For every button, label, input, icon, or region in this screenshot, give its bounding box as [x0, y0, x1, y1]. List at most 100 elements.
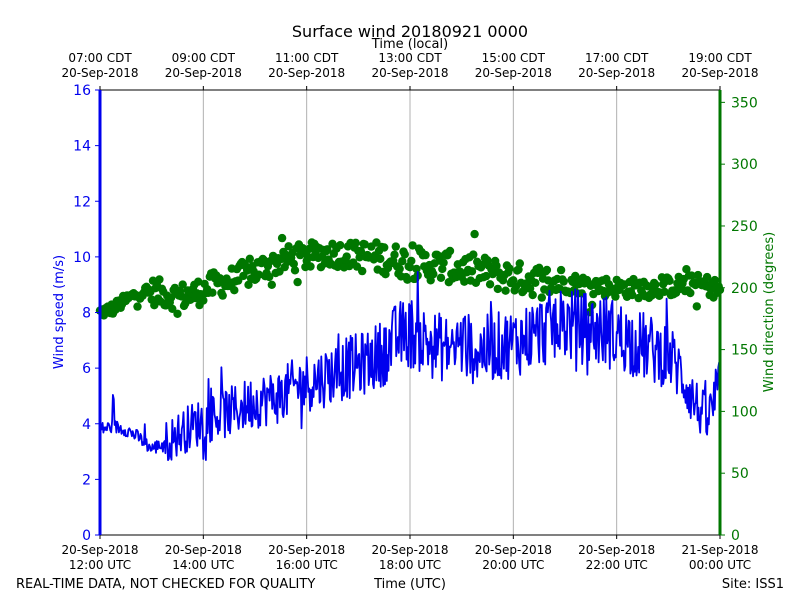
direction-point	[509, 276, 518, 285]
right-tick-label: 200	[731, 281, 758, 297]
direction-point	[323, 245, 332, 254]
top-tick-label: 20-Sep-2018	[475, 66, 552, 80]
direction-point	[150, 301, 159, 310]
direction-point	[218, 291, 227, 300]
left-tick-label: 6	[82, 361, 91, 377]
direction-point	[376, 254, 385, 263]
speed-series	[99, 271, 721, 461]
x-tick-label: 20-Sep-2018	[371, 543, 448, 557]
left-tick-label: 8	[82, 306, 91, 322]
direction-point	[306, 262, 315, 271]
direction-point	[254, 270, 264, 279]
direction-point	[267, 280, 276, 289]
direction-point	[429, 269, 438, 279]
direction-point	[155, 275, 164, 284]
left-tick-label: 10	[73, 250, 91, 266]
x-tick-label: 20-Sep-2018	[61, 543, 138, 557]
direction-point	[99, 311, 109, 320]
right-tick-label: 300	[731, 157, 758, 173]
direction-point	[133, 302, 142, 311]
right-tick-label: 50	[731, 466, 749, 482]
direction-point	[245, 254, 254, 263]
left-tick-label: 4	[82, 417, 91, 433]
direction-point	[259, 256, 269, 265]
direction-point	[492, 261, 501, 270]
top-tick-label: 20-Sep-2018	[165, 66, 242, 80]
direction-point	[710, 275, 719, 285]
right-tick-label: 350	[731, 95, 758, 111]
direction-point	[628, 290, 637, 300]
right-tick-label: 0	[731, 528, 740, 544]
right-tick-label: 150	[731, 343, 758, 359]
right-tick-label: 100	[731, 404, 758, 420]
x-tick-label: 12:00 UTC	[69, 558, 131, 572]
x-tick-label: 20:00 UTC	[482, 558, 544, 572]
direction-point	[391, 242, 400, 251]
right-axis-label: Wind direction (degrees)	[762, 232, 777, 392]
direction-point	[390, 250, 399, 259]
direction-point	[400, 250, 409, 259]
direction-point	[293, 277, 302, 287]
x-axis-label: Time (UTC)	[373, 577, 446, 592]
direction-point	[265, 272, 274, 282]
direction-point	[542, 265, 552, 275]
direction-point	[556, 265, 566, 275]
top-tick-label: 20-Sep-2018	[371, 66, 448, 80]
top-tick-label: 20-Sep-2018	[578, 66, 655, 80]
direction-point	[682, 265, 691, 274]
direction-point	[173, 309, 182, 318]
direction-point	[351, 238, 360, 247]
direction-point	[421, 250, 430, 260]
direction-point	[702, 272, 712, 282]
x-tick-label: 20-Sep-2018	[165, 543, 242, 557]
direction-point	[559, 277, 568, 286]
top-tick-label: 15:00 CDT	[482, 51, 546, 65]
top-tick-label: 09:00 CDT	[172, 51, 236, 65]
direction-point	[687, 271, 696, 280]
left-tick-label: 16	[73, 83, 91, 99]
top-tick-label: 13:00 CDT	[378, 51, 442, 65]
x-tick-label: 20-Sep-2018	[578, 543, 655, 557]
direction-point	[305, 244, 314, 254]
direction-point	[395, 264, 404, 273]
x-tick-label: 21-Sep-2018	[681, 543, 758, 557]
direction-point	[405, 263, 415, 272]
direction-point	[537, 293, 546, 302]
left-tick-label: 0	[82, 528, 91, 544]
direction-point	[199, 296, 208, 305]
left-tick-label: 2	[82, 472, 91, 488]
direction-point	[380, 243, 389, 252]
direction-point	[515, 259, 524, 268]
direction-point	[482, 271, 491, 281]
direction-point	[665, 276, 674, 285]
x-tick-label: 14:00 UTC	[172, 558, 234, 572]
direction-point	[356, 247, 366, 256]
top-tick-label: 20-Sep-2018	[268, 66, 345, 80]
top-tick-label: 20-Sep-2018	[61, 66, 138, 80]
top-tick-label: 07:00 CDT	[68, 51, 132, 65]
direction-point	[505, 264, 514, 273]
left-tick-label: 12	[73, 194, 91, 210]
right-tick-label: 250	[731, 219, 758, 235]
quality-disclaimer: REAL-TIME DATA, NOT CHECKED FOR QUALITY	[16, 577, 315, 592]
direction-point	[501, 286, 510, 295]
site-label: Site: ISS1	[722, 577, 784, 592]
direction-point	[290, 266, 300, 275]
direction-point	[531, 278, 540, 287]
direction-point	[493, 284, 502, 294]
direction-point	[289, 259, 298, 269]
direction-point	[358, 266, 367, 276]
direction-point	[230, 286, 239, 295]
direction-point	[660, 287, 669, 296]
direction-point	[485, 280, 495, 289]
direction-point	[360, 240, 369, 249]
direction-point	[460, 277, 469, 286]
x-tick-label: 16:00 UTC	[276, 558, 338, 572]
direction-point	[277, 233, 287, 243]
direction-point	[469, 250, 478, 259]
x-tick-label: 22:00 UTC	[586, 558, 648, 572]
speed-line	[99, 271, 721, 461]
direction-point	[445, 246, 455, 256]
